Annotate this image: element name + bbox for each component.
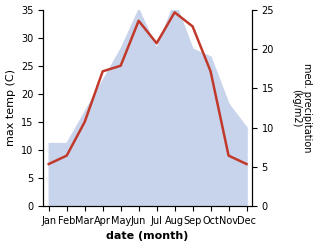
X-axis label: date (month): date (month) xyxy=(107,231,189,242)
Y-axis label: max temp (C): max temp (C) xyxy=(5,69,16,146)
Y-axis label: med. precipitation
(kg/m2): med. precipitation (kg/m2) xyxy=(291,63,313,153)
